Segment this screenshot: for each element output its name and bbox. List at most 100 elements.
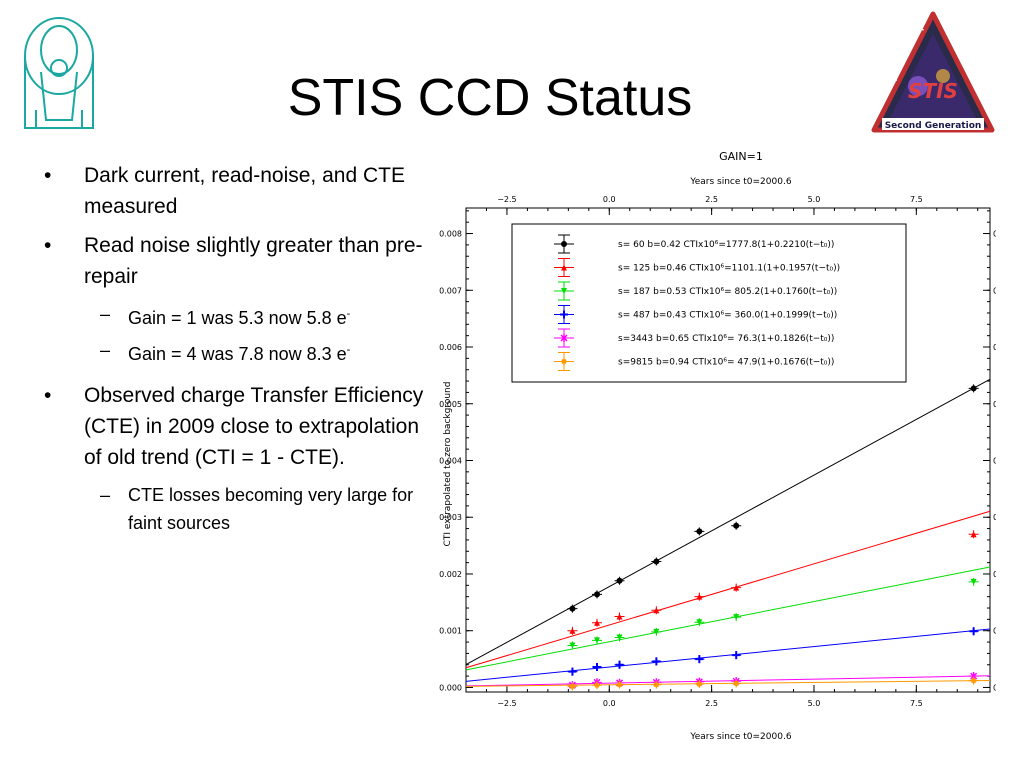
legend-marker xyxy=(561,288,567,294)
x-axis-label: Years since t0=2000.6 xyxy=(689,732,791,742)
data-point xyxy=(593,663,601,672)
cti-chart-svg: GAIN=1 Years since t0=2000.6 Years since… xyxy=(439,150,1016,742)
data-point xyxy=(616,681,623,688)
data-point xyxy=(733,614,740,621)
y-tick-label-right: 0.002 xyxy=(993,570,996,579)
y-tick-label: 0.002 xyxy=(439,570,462,579)
y-tick-label-right: 0.000 xyxy=(993,683,996,692)
fit-line xyxy=(465,566,991,671)
data-point xyxy=(696,528,703,535)
data-point xyxy=(594,619,600,626)
fit-line xyxy=(465,628,991,682)
data-point xyxy=(970,385,977,392)
data-point xyxy=(695,655,704,664)
y-tick-label-right: 0.006 xyxy=(993,343,996,352)
y-tick-label-right: 0.007 xyxy=(993,286,996,295)
data-point xyxy=(569,642,576,649)
y-tick-label-right: 0.004 xyxy=(993,456,996,465)
page-title: STIS CCD Status xyxy=(287,69,693,127)
data-point xyxy=(696,681,703,688)
top-axis-label: Years since t0=2000.6 xyxy=(689,177,791,187)
legend-label: s= 187 b=0.53 CTIx10⁶= 805.2(1+0.1760(t−… xyxy=(618,287,837,297)
bullet-item: • Dark current, read-noise, and CTE meas… xyxy=(44,160,424,222)
legend-label: s= 487 b=0.43 CTIx10⁶= 360.0(1+0.1999(t−… xyxy=(618,311,837,321)
stis-logo: STIS Second Generation Space Telescope I… xyxy=(868,6,1002,141)
bullet-text: Gain = 1 was 5.3 now 5.8 e xyxy=(128,308,347,328)
fit-line xyxy=(465,675,991,687)
sub-bullet-item: – Gain = 1 was 5.3 now 5.8 e- xyxy=(44,300,424,332)
data-point xyxy=(652,657,661,666)
bullet-mark: • xyxy=(44,384,52,407)
data-point xyxy=(594,682,600,689)
y-tick-label: 0.003 xyxy=(439,513,462,522)
data-point xyxy=(733,522,740,529)
data-point xyxy=(733,584,740,591)
legend-marker xyxy=(560,310,568,319)
superscript: - xyxy=(346,344,351,356)
top-x-tick-label: −2.5 xyxy=(497,195,516,204)
sub-bullet-mark: – xyxy=(100,304,111,324)
data-point xyxy=(732,651,741,660)
top-x-tick-label: 2.5 xyxy=(705,195,718,204)
x-tick-label: 5.0 xyxy=(808,699,821,708)
chart-title: GAIN=1 xyxy=(719,150,763,163)
bullet-text: CTE losses becoming very large for faint… xyxy=(128,485,414,533)
sub-bullet-mark: – xyxy=(100,340,111,360)
y-tick-label-right: 0.008 xyxy=(993,230,996,239)
y-tick-label: 0.000 xyxy=(439,683,462,692)
data-point xyxy=(616,613,623,620)
bullet-item: • Read noise slightly greater than pre-r… xyxy=(44,230,424,292)
y-tick-label: 0.008 xyxy=(439,230,462,239)
bullet-list: • Dark current, read-noise, and CTE meas… xyxy=(44,160,424,541)
fit-line xyxy=(465,378,991,666)
bullet-text: Read noise slightly greater than pre-rep… xyxy=(84,234,423,288)
plot-frame xyxy=(465,207,991,693)
top-x-tick-label: 0.0 xyxy=(603,195,616,204)
bullet-item: • Observed charge Transfer Efficiency (C… xyxy=(44,380,424,473)
y-axis-label: CTI extrapolated to zero background xyxy=(443,382,453,547)
legend-marker xyxy=(561,264,567,271)
y-tick-label-right: 0.003 xyxy=(993,513,996,522)
superscript: - xyxy=(346,308,351,320)
x-tick-label: 0.0 xyxy=(603,699,616,708)
data-point xyxy=(616,577,623,584)
data-point xyxy=(970,531,977,538)
x-tick-label: −2.5 xyxy=(497,699,516,708)
cti-chart: GAIN=1 Years since t0=2000.6 Years since… xyxy=(436,144,1016,759)
bullet-text: Gain = 4 was 7.8 now 8.3 e xyxy=(128,344,347,364)
legend-marker xyxy=(561,358,567,365)
bullet-text: Observed charge Transfer Efficiency (CTE… xyxy=(84,384,424,469)
y-tick-label: 0.007 xyxy=(439,286,462,295)
data-point xyxy=(569,605,576,612)
top-x-tick-label: 5.0 xyxy=(808,195,821,204)
legend-marker xyxy=(561,241,567,247)
data-point xyxy=(615,660,624,669)
bullet-text: Dark current, read-noise, and CTE measur… xyxy=(84,164,405,218)
y-tick-label: 0.001 xyxy=(439,627,462,636)
data-point xyxy=(653,681,660,688)
data-point xyxy=(696,593,703,600)
data-point xyxy=(594,637,600,644)
data-point xyxy=(696,619,703,626)
data-point xyxy=(569,627,576,634)
data-point xyxy=(969,627,978,636)
data-point xyxy=(653,607,660,614)
data-point xyxy=(733,680,740,687)
data-point xyxy=(568,667,577,676)
legend-label: s=9815 b=0.94 CTIx10⁶= 47.9(1+0.1676(t−t… xyxy=(618,358,834,368)
logo-bottom-text: Second Generation xyxy=(885,121,982,131)
legend-marker xyxy=(560,334,568,342)
legend-label: s= 125 b=0.46 CTIx10⁶=1101.1(1+0.1957(t−… xyxy=(618,264,840,274)
fit-line xyxy=(465,510,991,669)
top-x-tick-label: 7.5 xyxy=(910,195,923,204)
y-tick-label: 0.006 xyxy=(439,343,462,352)
sub-bullet-item: – CTE losses becoming very large for fai… xyxy=(44,481,424,537)
fit-line xyxy=(465,680,991,687)
x-tick-label: 2.5 xyxy=(705,699,718,708)
y-tick-label-right: 0.001 xyxy=(993,627,996,636)
y-tick-label: 0.005 xyxy=(439,400,462,409)
data-point xyxy=(970,677,977,684)
data-point xyxy=(569,683,576,690)
legend-box xyxy=(511,223,907,383)
data-point xyxy=(653,558,660,565)
